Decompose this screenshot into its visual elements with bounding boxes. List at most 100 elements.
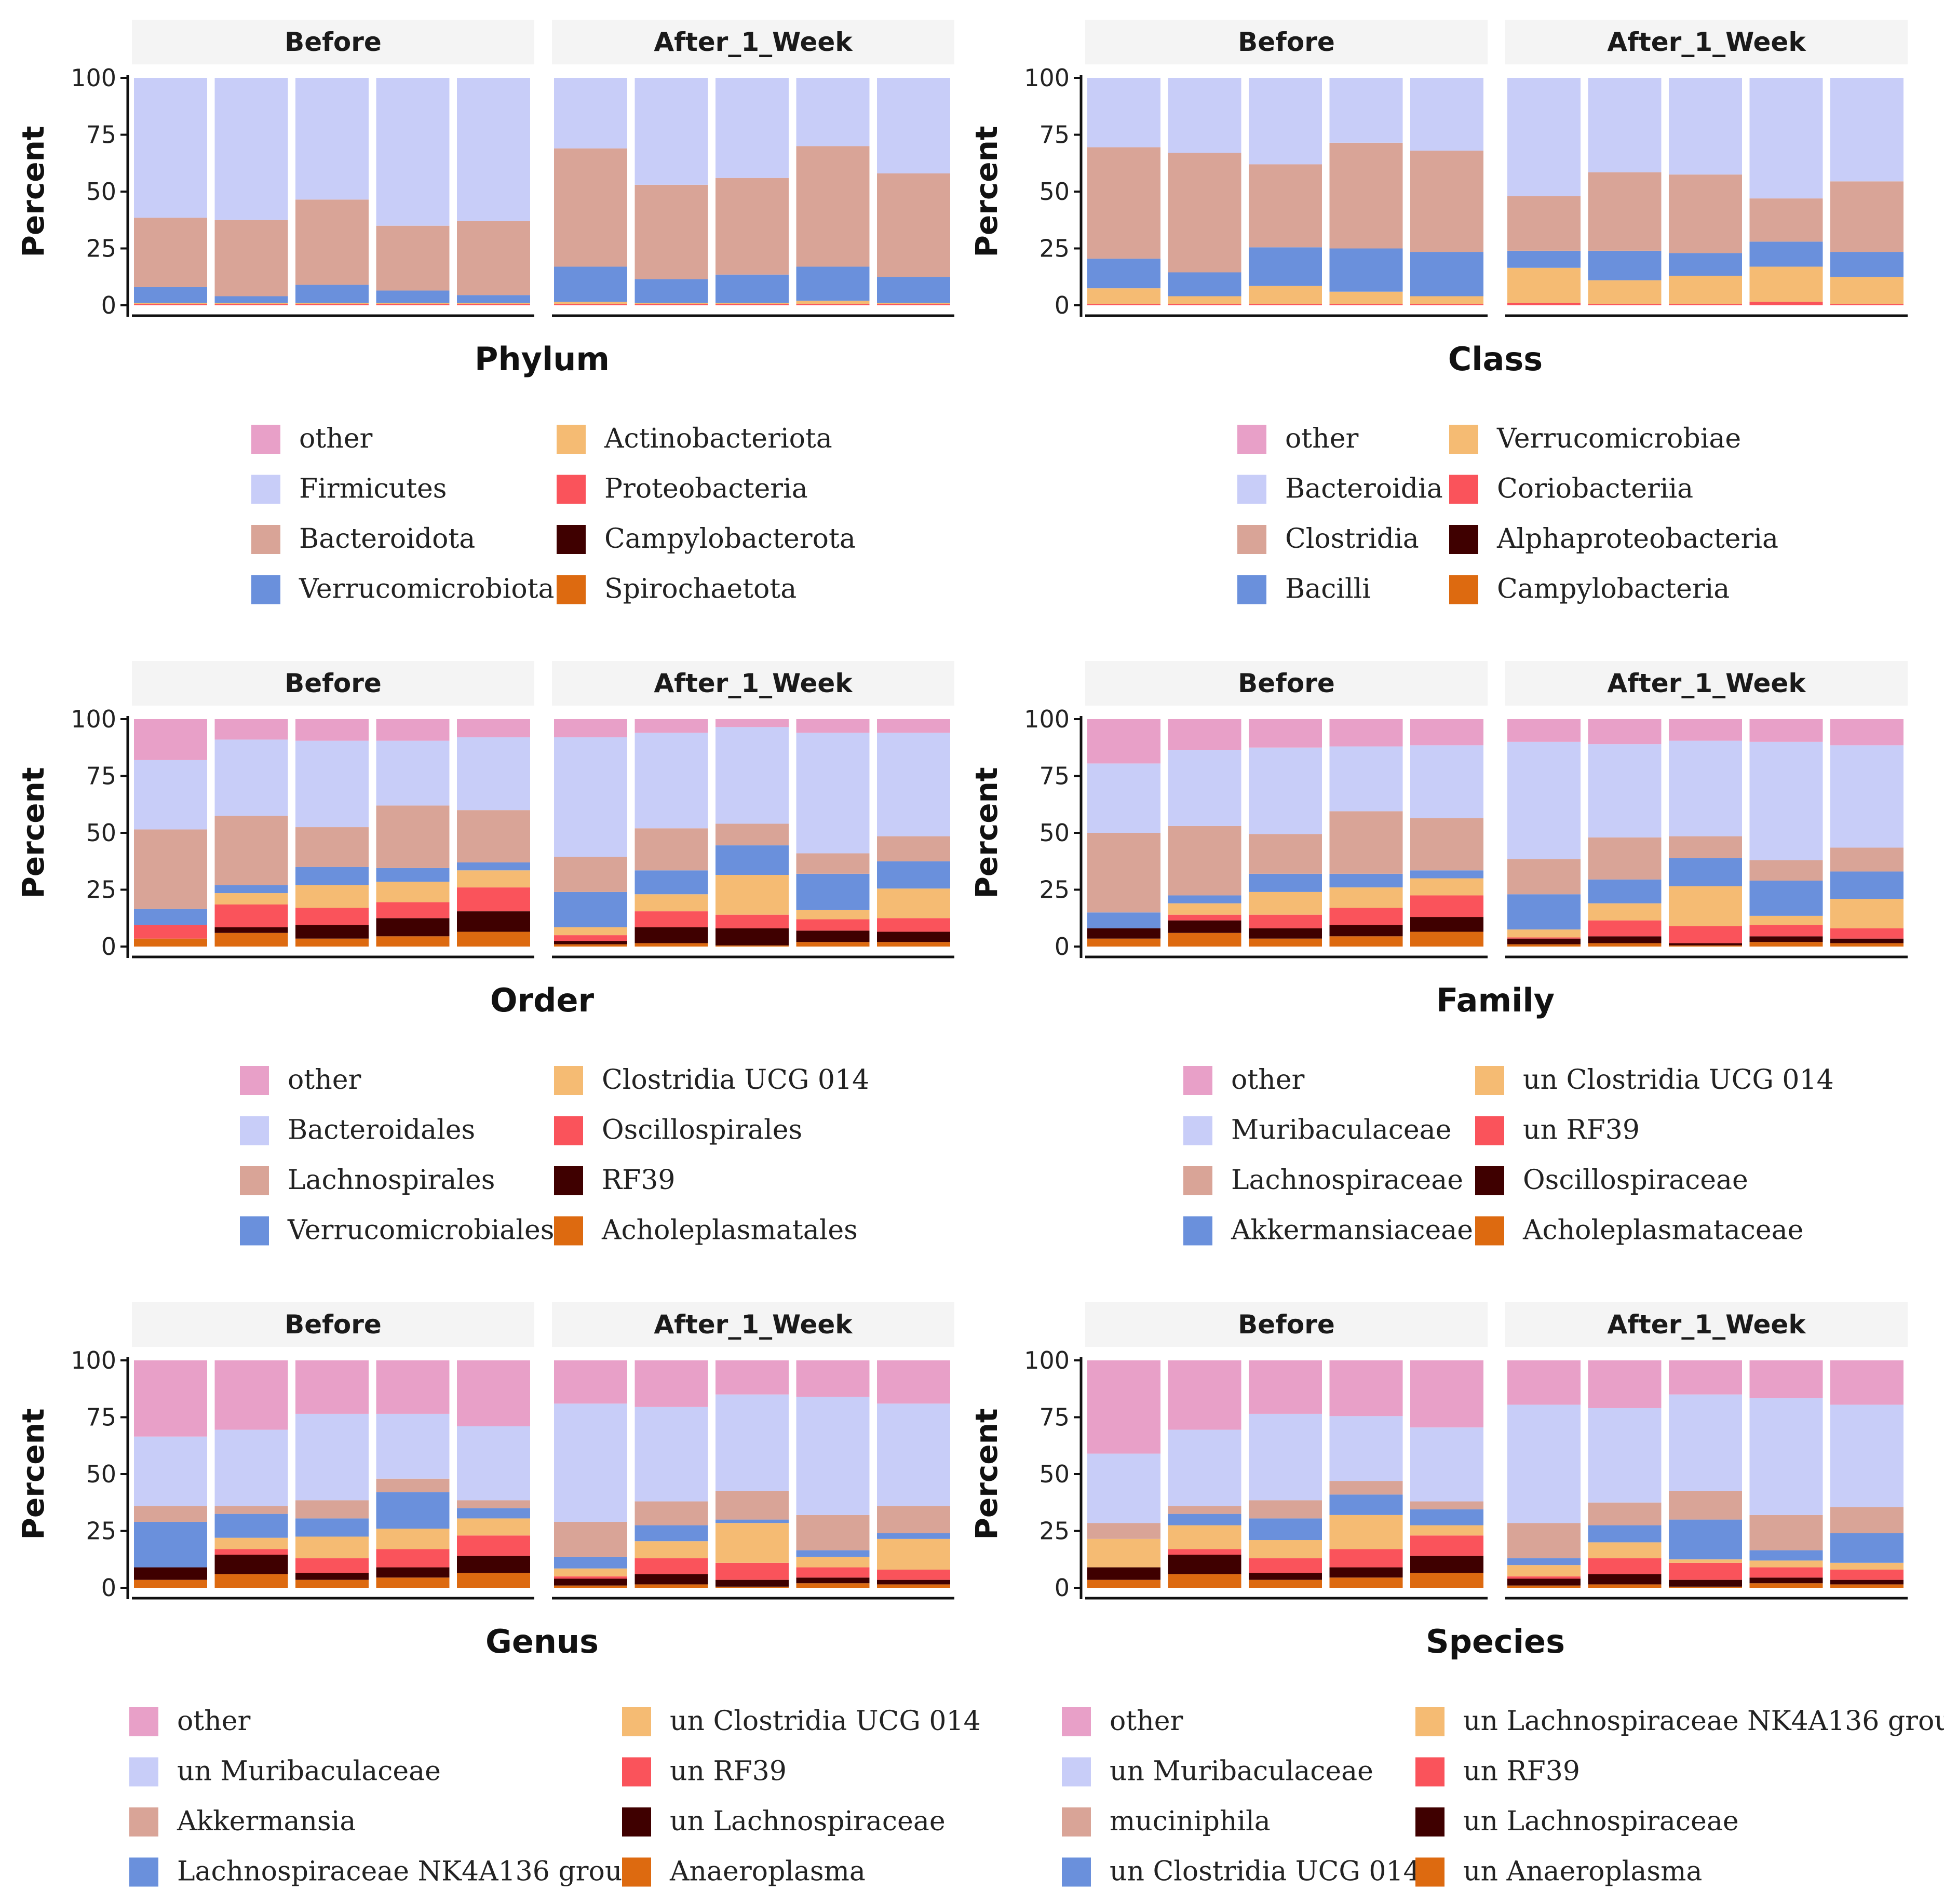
- bar-segment-before-2-bacteroidales: [214, 739, 288, 816]
- legend-swatch-un-clostridia-ucg-014: [1475, 1066, 1504, 1095]
- bar-segment-after-1-week-5-lachnospiraceae-nk4a136-group: [877, 1533, 950, 1539]
- bar-segment-after-1-week-4-lachnospiraceae: [1749, 860, 1823, 881]
- legend-swatch-un-muribaculaceae: [1062, 1757, 1091, 1787]
- facet-label-before: Before: [1238, 668, 1335, 698]
- bar-segment-before-5-un-lachnospiraceae-nk4a136-group: [1410, 1525, 1483, 1536]
- legend-label-coriobacteriia: Coriobacteriia: [1497, 474, 1693, 505]
- facet-strip-before: [1085, 1302, 1488, 1347]
- bar-segment-after-1-week-3-un-anaeroplasma: [1669, 1586, 1742, 1588]
- bar-segment-after-1-week-2-bacteroidales: [634, 733, 708, 829]
- bar-segment-before-1-verrucomicrobiota: [134, 287, 207, 303]
- bar-segment-after-1-week-5-akkermansia: [877, 1506, 950, 1533]
- bar-segment-before-4-un-muribaculaceae: [376, 1413, 450, 1479]
- bar-segment-before-3-acholeplasmatales: [295, 938, 369, 947]
- bar-segment-before-2-lachnospiraceae-nk4a136-group: [214, 1514, 288, 1538]
- bar-segment-after-1-week-3-akkermansia: [716, 1491, 789, 1520]
- legend-swatch-other: [1062, 1707, 1091, 1736]
- legend-label-anaeroplasma: Anaeroplasma: [669, 1856, 866, 1887]
- bar-segment-before-5-bacteroidia: [1410, 78, 1483, 151]
- bar-segment-after-1-week-5-un-muribaculaceae: [1830, 1405, 1904, 1507]
- bar-segment-before-3-un-clostridia-ucg-014: [1249, 892, 1322, 915]
- bar-segment-before-1-akkermansia: [134, 1506, 207, 1522]
- bar-segment-before-2-bacilli: [1168, 272, 1241, 296]
- bar-segment-before-5-un-lachnospiraceae: [1410, 1556, 1483, 1573]
- bar-segment-before-4-un-rf39: [1329, 1549, 1403, 1568]
- bar-segment-after-1-week-2-akkermansia: [634, 1501, 708, 1525]
- legend-swatch-spirochaetota: [557, 575, 586, 604]
- bar-segment-after-1-week-1-bacteroidia: [1507, 78, 1581, 196]
- bar-segment-before-4-un-lachnospiraceae-nk4a136-group: [1329, 1515, 1403, 1549]
- chart-title: Family: [1436, 981, 1555, 1019]
- bar-segment-after-1-week-5-un-lachnospiraceae-nk4a136-group: [1830, 1562, 1904, 1570]
- bar-segment-after-1-week-3-actinobacteriota: [716, 303, 789, 304]
- legend-swatch-verrucomicrobiae: [1449, 425, 1478, 454]
- legend-label-actinobacteriota: Actinobacteriota: [604, 423, 832, 454]
- bar-segment-after-1-week-2-clostridia: [1588, 172, 1662, 251]
- y-tick-label: 0: [101, 933, 116, 961]
- y-tick-label: 100: [71, 705, 116, 733]
- legend-label-proteobacteria: Proteobacteria: [604, 474, 808, 505]
- bar-segment-before-5-bacteroidota: [457, 221, 530, 295]
- bar-segment-before-3-lachnospiraceae-nk4a136-group: [295, 1518, 369, 1537]
- bar-segment-before-2-un-clostridia-ucg-014: [214, 1537, 288, 1549]
- y-axis-title: Percent: [969, 1408, 1004, 1540]
- legend-label-other: other: [299, 423, 372, 454]
- bar-segment-before-2-lachnospiraceae: [1168, 826, 1241, 896]
- bar-segment-after-1-week-2-lachnospirales: [634, 828, 708, 871]
- bar-segment-after-1-week-3-other: [1669, 719, 1742, 741]
- y-tick-label: 0: [101, 1574, 116, 1602]
- bar-segment-after-1-week-2-bacilli: [1588, 250, 1662, 280]
- legend-label-oscillospiraceae: Oscillospiraceae: [1523, 1165, 1748, 1196]
- legend-swatch-other: [1183, 1066, 1212, 1095]
- legend-label-un-clostridia-ucg-014: un Clostridia UCG 014: [670, 1706, 981, 1737]
- facet-label-after-1-week: After_1_Week: [1607, 1309, 1806, 1340]
- bar-segment-before-2-verrucomicrobiae: [1168, 296, 1241, 304]
- y-tick-label: 25: [86, 235, 116, 263]
- legend-swatch-other: [1237, 425, 1266, 454]
- bar-segment-after-1-week-4-clostridia: [1749, 198, 1823, 242]
- legend-label-bacteroidota: Bacteroidota: [299, 523, 475, 555]
- bar-segment-after-1-week-2-un-clostridia-ucg-014: [634, 1541, 708, 1559]
- facet-strip-after-1-week: [1505, 661, 1908, 706]
- bar-segment-after-1-week-5-bacteroidia: [1830, 78, 1904, 182]
- y-tick-label: 50: [1039, 1460, 1070, 1488]
- bar-segment-after-1-week-2-other: [634, 1360, 708, 1407]
- legend-swatch-coriobacteriia: [1449, 475, 1478, 504]
- facet-strip-before: [1085, 661, 1488, 706]
- legend-swatch-bacteroidota: [251, 525, 280, 554]
- legend-label-lachnospiraceae: Lachnospiraceae: [1231, 1165, 1463, 1196]
- bar-segment-before-1-acholeplasmataceae: [1087, 938, 1160, 947]
- bar-segment-before-1-un-lachnospiraceae: [134, 1567, 207, 1580]
- bar-segment-before-2-un-rf39: [1168, 1549, 1241, 1555]
- bar-segment-after-1-week-4-un-rf39: [796, 1567, 870, 1578]
- bar-segment-before-4-un-clostridia-ucg-014: [1329, 887, 1403, 908]
- y-tick-label: 25: [86, 1517, 116, 1545]
- legend-swatch-campylobacteria: [1449, 575, 1478, 604]
- facet-label-before: Before: [285, 1309, 382, 1340]
- bar-segment-after-1-week-1-oscillospirales: [554, 935, 627, 941]
- bar-segment-before-4-un-lachnospiraceae: [376, 1567, 450, 1578]
- bar-segment-before-4-un-clostridia-ucg-014: [376, 1529, 450, 1549]
- bar-segment-before-4-muciniphila: [1329, 1481, 1403, 1495]
- bar-segment-after-1-week-4-firmicutes: [796, 78, 870, 146]
- legend-label-other: other: [177, 1706, 250, 1737]
- bar-segment-before-2-rf39: [214, 927, 288, 933]
- bar-segment-after-1-week-2-anaeroplasma: [634, 1584, 708, 1588]
- bar-segment-after-1-week-3-bacteroidales: [716, 727, 789, 824]
- y-axis-title: Percent: [969, 767, 1004, 898]
- legend-label-verrucomicrobiae: Verrucomicrobiae: [1496, 423, 1741, 454]
- bar-segment-after-1-week-1-un-rf39: [1507, 937, 1581, 939]
- bar-segment-after-1-week-5-un-rf39: [877, 1569, 950, 1580]
- bar-segment-before-5-anaeroplasma: [457, 1573, 530, 1588]
- bar-segment-after-1-week-3-un-lachnospiraceae: [1669, 1579, 1742, 1587]
- bar-segment-before-5-verrucomicrobiales: [457, 862, 530, 871]
- bar-segment-before-2-proteobacteria: [214, 304, 288, 305]
- y-tick-label: 75: [1039, 121, 1070, 149]
- bar-segment-before-4-lachnospiraceae: [1329, 811, 1403, 874]
- bar-segment-after-1-week-5-acholeplasmataceae: [1830, 943, 1904, 947]
- legend-swatch-un-lachnospiraceae: [622, 1807, 651, 1837]
- facet-strip-before: [1085, 20, 1488, 64]
- bar-segment-before-4-acholeplasmataceae: [1329, 936, 1403, 947]
- bar-segment-after-1-week-3-rf39: [716, 928, 789, 946]
- bar-segment-after-1-week-2-muciniphila: [1588, 1502, 1662, 1525]
